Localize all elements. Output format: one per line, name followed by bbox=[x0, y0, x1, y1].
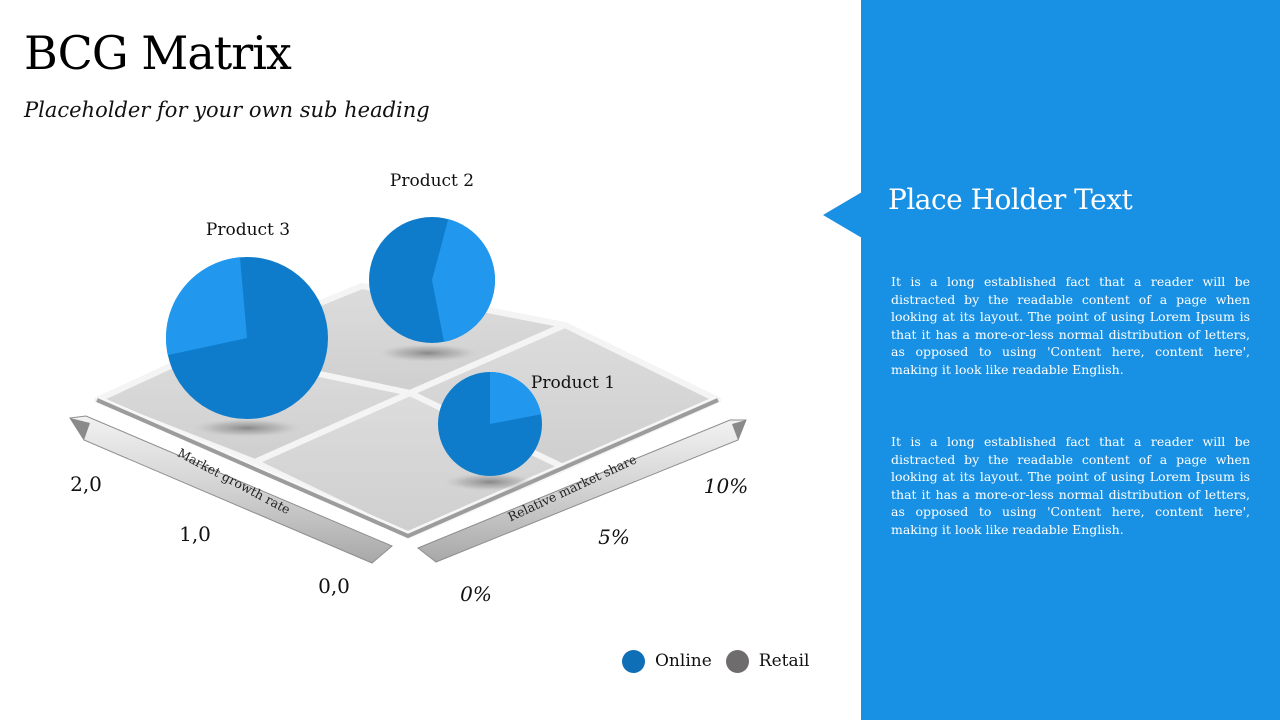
legend-retail-swatch bbox=[725, 649, 749, 673]
legend-online-label: Online bbox=[655, 651, 712, 671]
product-label: Product 2 bbox=[390, 171, 474, 191]
x-tick-label: 10% bbox=[704, 474, 748, 498]
pie-slice-retail bbox=[490, 372, 542, 424]
x-axis-ticks: 0% 5% 10% bbox=[460, 474, 748, 606]
y-tick-label: 1,0 bbox=[179, 522, 211, 546]
legend-item-retail: Retail bbox=[725, 649, 810, 673]
x-axis-rail bbox=[417, 419, 747, 563]
y-tick-label: 0,0 bbox=[318, 574, 350, 598]
x-tick-label: 5% bbox=[598, 525, 630, 549]
legend-retail-label: Retail bbox=[758, 651, 810, 671]
panel-paragraph: It is a long established fact that a rea… bbox=[891, 274, 1250, 377]
legend-item-online: Online bbox=[622, 649, 712, 673]
product-label: Product 1 bbox=[531, 373, 615, 393]
panel-pointer-arrow bbox=[823, 192, 862, 238]
panel-paragraph: It is a long established fact that a rea… bbox=[891, 434, 1250, 537]
panel-title: Place Holder Text bbox=[888, 183, 1133, 216]
product-bubble: Product 3 bbox=[166, 220, 328, 437]
x-tick-label: 0% bbox=[460, 582, 492, 606]
bubble-shadow bbox=[444, 473, 536, 491]
grid-front-edge bbox=[96, 398, 719, 538]
y-axis-rail bbox=[69, 415, 393, 564]
page-title: BCG Matrix bbox=[24, 26, 292, 80]
chart-legend: Online Retail bbox=[622, 648, 823, 674]
bcg-chart: Market growth rate Relative market share… bbox=[69, 171, 748, 606]
page-subtitle: Placeholder for your own sub heading bbox=[24, 98, 430, 122]
side-panel: Place Holder Text It is a long establish… bbox=[861, 0, 1280, 720]
legend-online-swatch bbox=[622, 649, 645, 673]
y-tick-label: 2,0 bbox=[70, 472, 102, 496]
pie-slice-retail bbox=[166, 257, 247, 356]
product-label: Product 3 bbox=[206, 220, 290, 240]
bubble-shadow bbox=[378, 344, 478, 362]
y-axis-ticks: 2,0 1,0 0,0 bbox=[70, 472, 350, 598]
product-bubble: Product 2 bbox=[369, 171, 495, 362]
product-bubbles: Product 3 Product 2 Product 1 bbox=[166, 171, 615, 491]
pie-slice-retail bbox=[432, 219, 495, 342]
bubble-shadow bbox=[193, 419, 301, 437]
product-bubble: Product 1 bbox=[438, 372, 615, 491]
grid-front-edge-highlight bbox=[96, 395, 719, 533]
